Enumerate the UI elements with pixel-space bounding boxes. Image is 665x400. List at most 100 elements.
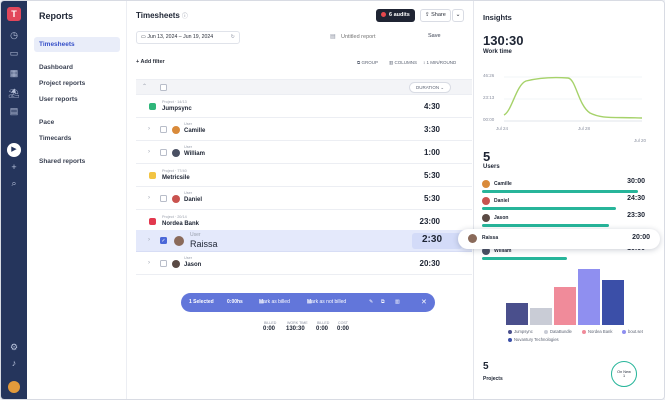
table-row[interactable]: › User William 1:00 bbox=[136, 142, 472, 164]
table-row[interactable]: › User Camille 3:30 bbox=[136, 119, 472, 141]
plus-icon[interactable]: + bbox=[11, 162, 17, 172]
user-time: 20:00 bbox=[632, 234, 650, 241]
total-value: 0:00 bbox=[263, 326, 276, 332]
duration-sort-button[interactable]: DURATION ⌄ bbox=[409, 82, 452, 93]
row-checkbox[interactable] bbox=[160, 149, 167, 156]
sidebar-item-user-reports[interactable]: User reports bbox=[39, 96, 78, 103]
on-new-value: 1 bbox=[622, 374, 626, 378]
users-label: Users bbox=[483, 164, 500, 170]
row-checkbox[interactable] bbox=[160, 260, 167, 267]
duration-highlight bbox=[412, 233, 462, 249]
group-icon: ⧉ bbox=[357, 60, 362, 65]
table-row[interactable]: › User Daniel 5:30 bbox=[136, 188, 472, 210]
project-bar bbox=[554, 287, 576, 325]
date-range-picker[interactable]: ▭ Jun 13, 2024 – Jun 19, 2024 ↻ bbox=[136, 31, 240, 44]
gear-icon[interactable]: ⚙ bbox=[9, 342, 19, 352]
share-dropdown-chevron-icon[interactable]: ⌄ bbox=[452, 9, 464, 22]
total-label: BILLED bbox=[317, 321, 330, 325]
app-logo[interactable]: T bbox=[7, 7, 21, 21]
document-icon[interactable]: ▤ bbox=[9, 106, 19, 116]
audits-button[interactable]: 6 audits bbox=[376, 9, 415, 22]
report-name-input[interactable] bbox=[341, 31, 417, 44]
expand-chevron-icon[interactable]: › bbox=[148, 237, 150, 243]
y-tick: 00:00 bbox=[483, 117, 495, 122]
search-icon[interactable]: ⌕ bbox=[11, 178, 17, 188]
bell-icon[interactable]: ♪ bbox=[11, 358, 17, 368]
clock-icon[interactable]: ◷ bbox=[10, 30, 18, 40]
expand-chevron-icon[interactable]: › bbox=[148, 195, 150, 201]
date-range-text: Jun 13, 2024 – Jun 19, 2024 bbox=[147, 34, 214, 40]
sidebar-item-timesheets[interactable]: Timesheets bbox=[34, 37, 120, 52]
row-name: Daniel bbox=[184, 197, 203, 203]
total-value: 130:30 bbox=[286, 326, 305, 332]
sidebar-item-project-reports[interactable]: Project reports bbox=[39, 80, 86, 87]
total-value: 0:00 bbox=[337, 326, 350, 332]
x-tick: Jul 24 bbox=[496, 126, 509, 131]
columns-button[interactable]: ▥ COLUMNS bbox=[389, 60, 417, 66]
group-button[interactable]: ⧉ GROUP bbox=[357, 60, 378, 65]
audits-label: 6 audits bbox=[389, 12, 410, 18]
avatar bbox=[482, 247, 490, 255]
close-icon[interactable]: ✕ bbox=[421, 299, 427, 306]
table-row-selected[interactable]: › ✓ User Raissa 2:30 bbox=[136, 230, 472, 252]
duration-header-label: DURATION bbox=[416, 85, 440, 90]
user-insight-highlight[interactable]: Raissa 20:00 bbox=[458, 229, 660, 249]
rounding-button[interactable]: ↕ 1 MIN/ROUND bbox=[423, 60, 456, 65]
share-icon: ⇪ bbox=[425, 12, 432, 18]
expand-chevron-icon[interactable]: › bbox=[148, 126, 150, 132]
sidebar-item-dashboard[interactable]: Dashboard bbox=[39, 64, 73, 71]
row-checkbox[interactable] bbox=[160, 195, 167, 202]
trash-icon[interactable]: ▥ bbox=[395, 299, 400, 305]
row-checkbox[interactable] bbox=[160, 126, 167, 133]
duplicate-icon[interactable]: ⧉ bbox=[381, 299, 385, 305]
user-insight-row[interactable]: Jason 23:30 bbox=[482, 212, 645, 230]
table-row[interactable]: › User Jason 20:30 bbox=[136, 253, 472, 275]
sidebar-title: Reports bbox=[39, 11, 74, 21]
row-name: Nordea Bank bbox=[162, 221, 200, 227]
collapse-all-chevron-icon[interactable]: ⌃ bbox=[142, 84, 148, 90]
beach-icon[interactable]: ⛱ bbox=[8, 88, 20, 98]
row-checkbox[interactable]: ✓ bbox=[160, 237, 167, 244]
table-row[interactable]: Project · 14/13 Jumpsync ↗ 4:30 bbox=[136, 96, 472, 118]
user-time: 24:30 bbox=[627, 195, 645, 202]
open-external-icon[interactable]: ↗ bbox=[432, 102, 437, 108]
sidebar-item-shared-reports[interactable]: Shared reports bbox=[39, 158, 86, 165]
refresh-icon[interactable]: ↻ bbox=[230, 34, 235, 40]
sidebar-item-timecards[interactable]: Timecards bbox=[39, 135, 72, 142]
play-icon[interactable]: ▶ bbox=[7, 143, 21, 157]
open-external-icon[interactable]: ↗ bbox=[432, 217, 437, 223]
user-insight-row[interactable]: Daniel 24:30 bbox=[482, 195, 645, 213]
avatar bbox=[172, 195, 180, 203]
users-count: 5 bbox=[483, 149, 491, 164]
avatar bbox=[482, 180, 490, 188]
row-kind: Project · 77/40 bbox=[162, 169, 187, 173]
select-all-checkbox[interactable] bbox=[160, 84, 167, 91]
user-insight-row[interactable]: Camille 30:00 bbox=[482, 178, 645, 196]
expand-chevron-icon[interactable]: › bbox=[148, 149, 150, 155]
share-button[interactable]: ⇪ Share bbox=[420, 9, 451, 22]
folder-icon[interactable]: ▭ bbox=[9, 48, 19, 58]
avatar[interactable] bbox=[8, 381, 20, 393]
add-filter-button[interactable]: + Add filter bbox=[136, 59, 165, 65]
info-icon[interactable]: ⓘ bbox=[181, 14, 188, 20]
sidebar-item-pace[interactable]: Pace bbox=[39, 119, 55, 126]
row-name: Metricsile bbox=[162, 175, 190, 181]
insights-title: Insights bbox=[483, 13, 512, 22]
edit-icon[interactable]: ✎ bbox=[369, 299, 374, 305]
reports-sidebar: Reports Timesheets Dashboard Project rep… bbox=[27, 1, 137, 399]
save-button[interactable]: Save bbox=[428, 33, 441, 39]
page-title: Timesheets ⓘ bbox=[136, 11, 188, 20]
x-tick: Jul 20 bbox=[634, 138, 647, 143]
reports-icon[interactable]: ▦ bbox=[9, 68, 19, 78]
open-external-icon[interactable]: ↗ bbox=[432, 171, 437, 177]
columns-icon: ▥ bbox=[389, 60, 395, 65]
table-row[interactable]: Project · 77/40 Metricsile ↗ 5:30 bbox=[136, 165, 472, 187]
expand-chevron-icon[interactable]: › bbox=[148, 260, 150, 266]
avatar bbox=[482, 214, 490, 222]
row-name: William bbox=[184, 151, 205, 157]
legend-item: bout.set bbox=[622, 329, 643, 334]
mark-not-billed-label: Mark as not billed bbox=[307, 299, 347, 305]
total-label: WORK TIME bbox=[287, 321, 308, 325]
calendar-icon: ▭ bbox=[141, 34, 148, 40]
